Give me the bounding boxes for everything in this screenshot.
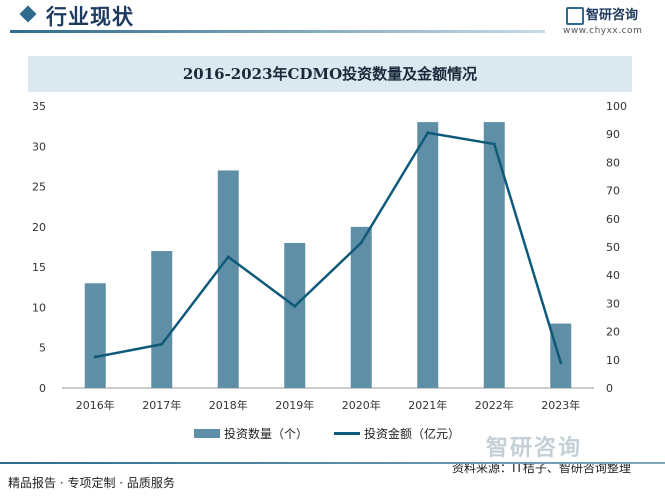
y-left-tick-label: 5 xyxy=(39,342,46,355)
amount-point-2023年 xyxy=(559,361,563,365)
header-divider xyxy=(10,30,545,33)
amount-point-2020年 xyxy=(359,241,363,245)
y-right-tick-label: 80 xyxy=(606,156,620,169)
footer-tagline: 精品报告 · 专项定制 · 品质服务 xyxy=(8,476,175,490)
bar-2017年 xyxy=(151,251,173,388)
source-note: 资料来源：IT桔子、智研咨询整理 xyxy=(452,461,631,475)
amount-point-2021年 xyxy=(426,131,430,135)
y-left-tick-label: 30 xyxy=(32,140,46,153)
x-tick-label: 2021年 xyxy=(408,398,447,412)
x-tick-label: 2016年 xyxy=(76,398,115,412)
chart-legend: 投资数量（个） 投资金额（亿元） xyxy=(0,425,665,443)
amount-point-2018年 xyxy=(226,255,230,259)
y-right-tick-label: 70 xyxy=(606,185,620,198)
legend-swatch-line xyxy=(334,432,360,435)
y-right-tick-label: 60 xyxy=(606,213,620,226)
bar-2018年 xyxy=(217,170,239,388)
brand-logo-text: 智研咨询 xyxy=(586,8,639,23)
y-right-tick-label: 10 xyxy=(606,354,620,367)
legend-swatch-bar xyxy=(194,429,220,438)
y-right-tick-label: 100 xyxy=(606,100,627,113)
amount-point-2022年 xyxy=(492,142,496,146)
x-tick-label: 2019年 xyxy=(275,398,314,412)
bar-2021年 xyxy=(417,122,439,388)
site-url: www.chyxx.com xyxy=(563,26,643,36)
y-right-tick-label: 50 xyxy=(606,241,620,254)
y-right-tick-label: 40 xyxy=(606,269,620,282)
chart-title-band: 2016-2023年CDMO投资数量及金额情况 xyxy=(28,56,632,92)
amount-line xyxy=(95,131,562,363)
y-right-tick-label: 30 xyxy=(606,297,620,310)
x-tick-label: 2022年 xyxy=(475,398,514,412)
x-tick-label: 2018年 xyxy=(209,398,248,412)
watermark-logo: 智研咨询 xyxy=(486,436,583,461)
y-left-tick-label: 15 xyxy=(32,261,46,274)
y-left-tick-label: 20 xyxy=(32,221,46,234)
bar-2016年 xyxy=(84,283,106,388)
x-tick-label: 2020年 xyxy=(342,398,381,412)
y-left-tick-label: 0 xyxy=(39,382,46,395)
y-left-tick-label: 25 xyxy=(32,181,46,194)
brand-logo-icon xyxy=(566,7,584,25)
bar-2023年 xyxy=(550,323,572,388)
bar-2019年 xyxy=(284,242,306,388)
bar-2020年 xyxy=(350,226,372,388)
header-bar: 行业现状 智研咨询 www.chyxx.com xyxy=(0,0,665,40)
amount-point-2016年 xyxy=(93,355,97,359)
x-tick-label: 2017年 xyxy=(142,398,181,412)
amount-point-2019年 xyxy=(293,304,297,308)
legend-label-amount: 投资金额（亿元） xyxy=(364,427,461,441)
footer-divider xyxy=(0,462,665,464)
bar-2022年 xyxy=(483,122,505,388)
amount-point-2017年 xyxy=(160,342,164,346)
y-left-tick-label: 10 xyxy=(32,301,46,314)
x-tick-label: 2023年 xyxy=(541,398,580,412)
y-right-tick-label: 90 xyxy=(606,128,620,141)
y-right-tick-label: 0 xyxy=(606,382,613,395)
chart-title: 2016-2023年CDMO投资数量及金额情况 xyxy=(182,65,478,83)
y-left-tick-label: 35 xyxy=(32,100,46,113)
legend-label-count: 投资数量（个） xyxy=(224,427,309,441)
section-title: 行业现状 xyxy=(46,5,134,29)
y-right-tick-label: 20 xyxy=(606,326,620,339)
